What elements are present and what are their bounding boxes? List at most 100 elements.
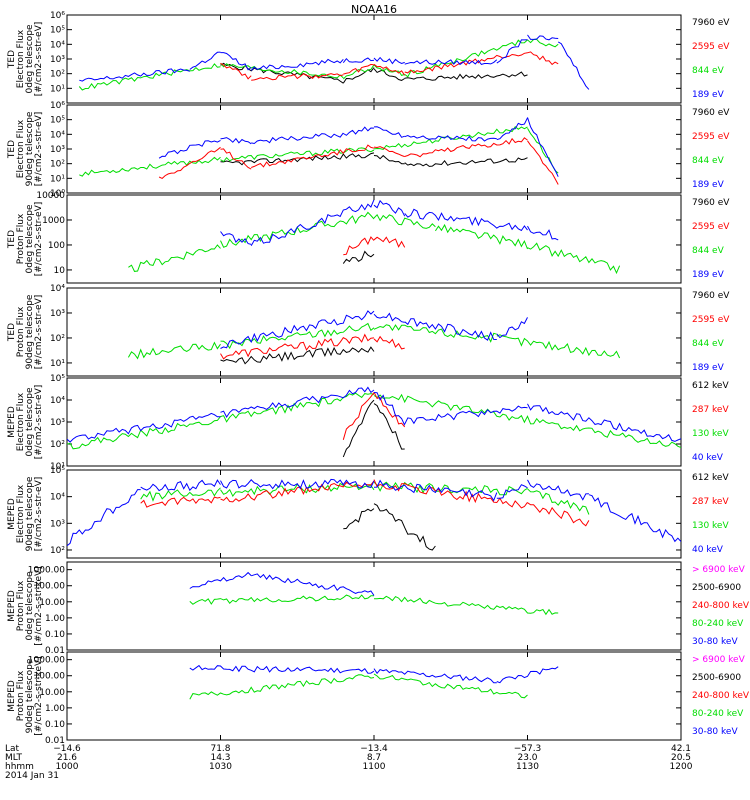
- series-line: [373, 403, 405, 450]
- series-line: [373, 673, 528, 699]
- series-line: [343, 63, 375, 75]
- y-tick-label: 10.00: [39, 688, 65, 698]
- legend-entry: 130 keV: [692, 429, 729, 439]
- series-line: [404, 59, 498, 66]
- series-line: [527, 140, 559, 185]
- y-label-line: [#/cm2-s-str-eV]: [34, 112, 44, 187]
- panel-5: 10¹ 10² 10³ 10⁴ 10⁵ MEPED Electron Flux 0deg te…: [7, 374, 729, 472]
- y-tick-label: 10¹: [50, 462, 65, 472]
- y-tick-label: 0.01: [45, 736, 65, 746]
- y-label-line: 0deg telescope: [25, 387, 35, 457]
- y-axis-label: TED Electron Flux 0deg telescope [#/cm2-s-s…: [7, 22, 44, 97]
- series-line: [220, 211, 375, 248]
- series-line: [404, 405, 528, 425]
- y-label-line: 0deg telescope: [25, 571, 35, 641]
- legend-entry: 30-80 keV: [692, 727, 738, 737]
- series-line: [220, 478, 375, 490]
- legend-entry: 2500-6900: [692, 583, 741, 593]
- series-line: [342, 392, 375, 440]
- series-group: [189, 571, 559, 616]
- y-tick-label: 10⁵: [50, 466, 65, 476]
- y-label-line: [#/cm2-s-str-keV]: [34, 566, 44, 645]
- y-tick-label: 10⁵: [50, 26, 65, 36]
- series-line: [220, 62, 252, 80]
- y-label-line: TED: [7, 323, 17, 342]
- series-line: [220, 322, 375, 350]
- series-line: [220, 386, 375, 418]
- series-line: [342, 67, 375, 84]
- series-line: [434, 223, 528, 250]
- series-line: [527, 479, 589, 501]
- panel-frame: [66, 651, 682, 741]
- series-line: [557, 41, 590, 90]
- y-tick-label: 10²: [50, 546, 65, 556]
- y-label-line: TED: [7, 230, 17, 249]
- legend-entry: 844 eV: [692, 246, 725, 256]
- legend-entry: 2595 eV: [692, 132, 730, 142]
- legend-entry: 189 eV: [692, 180, 725, 190]
- series-line: [343, 236, 375, 256]
- legend-entry: 7960 eV: [692, 18, 730, 28]
- x-tick-label: 1200: [670, 762, 693, 772]
- series-group: [127, 310, 621, 365]
- x-tick-label: 42.1: [671, 744, 691, 754]
- series-group: [79, 117, 559, 185]
- y-axis-label: TED Electron Flux 90deg telescope [#/cm2-s-…: [7, 111, 44, 186]
- series-line: [67, 392, 375, 450]
- y-tick-label: 10¹: [50, 174, 65, 184]
- series-line: [404, 39, 528, 78]
- series-line: [251, 573, 375, 596]
- legend-entry: 612 keV: [692, 381, 729, 391]
- y-tick-label: 10.00: [39, 598, 65, 608]
- series-line: [496, 117, 528, 141]
- series-line: [220, 137, 252, 145]
- x-row-label: Lat: [5, 744, 20, 754]
- y-tick-label: 0.10: [45, 720, 65, 730]
- panel-frame: [66, 14, 682, 104]
- y-label-line: Electron Flux: [16, 392, 26, 451]
- y-label-line: 90deg telescope: [25, 294, 35, 369]
- series-line: [220, 346, 375, 365]
- series-line: [220, 310, 375, 349]
- y-label-line: TED: [7, 50, 17, 69]
- series-line: [189, 664, 375, 674]
- series-line: [79, 156, 221, 177]
- series-line: [527, 128, 559, 174]
- y-tick-label: 10: [54, 266, 66, 276]
- legend-entry: 30-80 keV: [692, 637, 738, 647]
- series-line: [342, 399, 375, 458]
- series-line: [251, 73, 344, 81]
- series-line: [496, 484, 528, 499]
- y-tick-label: 0.10: [45, 630, 65, 640]
- legend-entry: 2595 eV: [692, 315, 730, 325]
- y-tick-label: 10⁴: [50, 130, 65, 140]
- x-axis: Lat −14.6 71.8 −13.4 −57.3 42.1 MLT 21.6 14.3 8.7…: [5, 15, 693, 781]
- y-label-line: [#/cm2-s-str-eV]: [34, 385, 44, 460]
- legend-entry: > 6900 keV: [692, 565, 746, 575]
- y-tick-label: 10⁵: [50, 374, 65, 384]
- legend-entry: 7960 eV: [692, 108, 730, 118]
- x-tick-label: −14.6: [53, 744, 81, 754]
- x-tick-label: 1100: [363, 762, 386, 772]
- series-line: [189, 51, 221, 70]
- series-line: [496, 666, 559, 684]
- legend-entry: 612 keV: [692, 473, 729, 483]
- series-line: [373, 393, 681, 448]
- x-tick-label: −13.4: [360, 744, 388, 754]
- y-tick-label: 10¹: [50, 359, 65, 369]
- y-label-line: Proton Flux: [16, 670, 26, 721]
- series-line: [373, 335, 405, 350]
- legend-entry: 189 eV: [692, 270, 725, 280]
- series-line: [373, 595, 559, 616]
- series-line: [158, 146, 221, 179]
- legend-entry: 189 eV: [692, 90, 725, 100]
- series-line: [251, 144, 375, 168]
- series-line: [158, 139, 221, 159]
- series-line: [588, 494, 681, 543]
- y-tick-label: 10²: [50, 70, 65, 80]
- y-label-line: Proton Flux: [16, 580, 26, 631]
